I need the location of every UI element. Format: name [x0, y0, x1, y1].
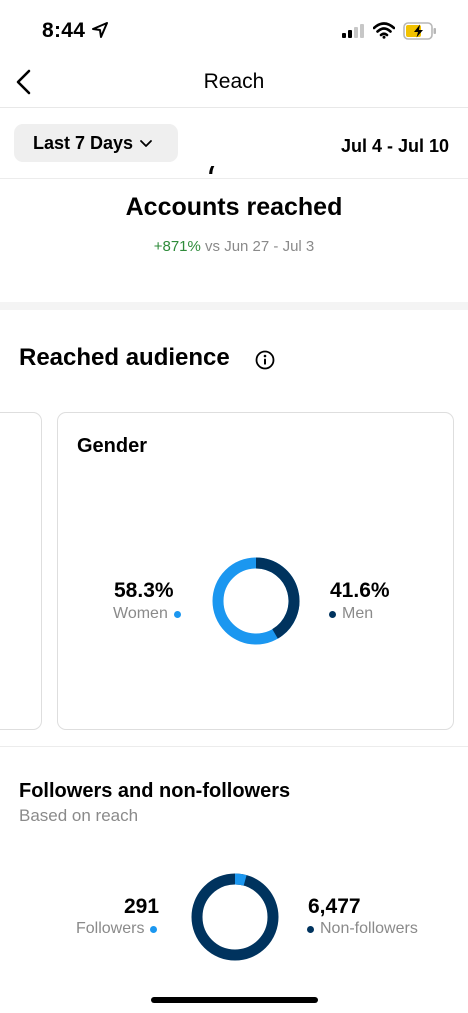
followers-arc: [234, 873, 247, 886]
non-followers-label: Non-followers: [320, 920, 418, 937]
non-followers-count: 6,477: [308, 895, 361, 918]
followers-count: 291: [124, 895, 160, 918]
change-summary: +871% vs Jun 27 - Jul 3: [0, 238, 468, 255]
page-title: Reach: [203, 70, 265, 93]
cellular-signal-icon: [342, 24, 364, 38]
men-arc: [255, 557, 300, 639]
women-legend-dot: [173, 610, 181, 618]
home-indicator: [151, 997, 318, 1003]
gender-title: Gender: [77, 435, 148, 457]
info-icon[interactable]: [255, 350, 275, 370]
men-label: Men: [342, 605, 374, 622]
status-bar: 8:44: [0, 0, 468, 60]
chevron-down-icon: [140, 140, 152, 147]
navigation-bar: Reach: [0, 60, 468, 108]
non-followers-legend-dot: [307, 925, 314, 933]
accounts-reached-title: Accounts reached: [125, 193, 343, 221]
change-comparison: vs Jun 27 - Jul 3: [205, 238, 315, 255]
gender-donut-chart: [212, 557, 300, 645]
followers-legend-dot: [150, 925, 158, 933]
age-percentage: 3%: [0, 501, 5, 519]
date-range-text: Jul 4 - Jul 10: [340, 136, 449, 156]
battery-charging-icon: [403, 22, 436, 40]
back-arrow-icon[interactable]: [14, 68, 36, 96]
age-range-card[interactable]: 3% 5% 6% 2%: [0, 412, 42, 730]
clipped-count-glyph: 7: [206, 166, 219, 179]
section-divider: [0, 746, 468, 747]
change-percentage: +871%: [153, 238, 201, 255]
women-percentage: 58.3%: [114, 579, 174, 602]
age-percentage: 2%: [0, 681, 5, 699]
women-label: Women: [113, 605, 168, 622]
followers-label: Followers: [76, 920, 145, 937]
date-filter-row: Last 7 Days Jul 4 - Jul 10: [0, 109, 468, 179]
followers-donut-chart: [191, 873, 279, 961]
women-legend: Women: [113, 605, 181, 623]
followers-section-subtitle: Based on reach: [19, 806, 139, 825]
non-followers-legend: Non-followers: [307, 920, 418, 938]
wifi-icon: [373, 22, 395, 39]
men-legend-dot: [329, 610, 336, 618]
age-percentage: 6%: [0, 621, 5, 639]
status-time: 8:44: [42, 19, 86, 42]
followers-legend: Followers: [76, 920, 158, 938]
location-arrow-icon: [92, 22, 108, 38]
gender-card[interactable]: Gender 58.3% Women 41.6% Men: [57, 412, 454, 730]
reached-audience-title: Reached audience: [19, 344, 230, 371]
followers-section-title: Followers and non-followers: [19, 780, 291, 802]
date-range-dropdown[interactable]: Last 7 Days: [14, 124, 178, 162]
men-percentage: 41.6%: [330, 579, 390, 602]
men-legend: Men: [329, 605, 373, 623]
non-followers-arc: [191, 873, 279, 961]
date-range-label: Last 7 Days: [33, 132, 134, 153]
section-separator: [0, 302, 468, 310]
age-percentage: 5%: [0, 561, 5, 579]
